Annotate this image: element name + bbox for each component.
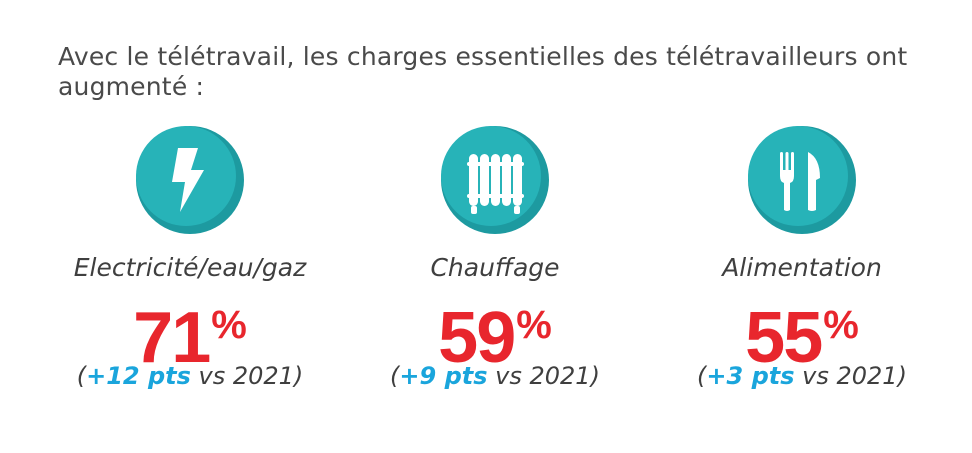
delta-text: (+12 pts vs 2021) bbox=[77, 362, 304, 390]
percent-sign: % bbox=[516, 303, 552, 347]
lightning-icon bbox=[136, 126, 244, 234]
delta-rest: vs 2021) bbox=[190, 362, 304, 390]
delta-open: ( bbox=[390, 362, 400, 390]
delta-open: ( bbox=[76, 362, 87, 390]
delta-pts: +3 pts bbox=[706, 362, 795, 390]
stat-heating: Chauffage 59% (+9 pts vs 2021) bbox=[345, 124, 645, 390]
percentage: 55% bbox=[745, 292, 859, 374]
delta-rest: vs 2021) bbox=[794, 362, 907, 390]
delta-pts: +9 pts bbox=[399, 362, 488, 390]
category-label: Chauffage bbox=[430, 253, 560, 282]
percent-sign: % bbox=[823, 303, 859, 347]
delta-text: (+3 pts vs 2021) bbox=[697, 362, 907, 390]
radiator-icon bbox=[441, 126, 549, 234]
headline: Avec le télétravail, les charges essenti… bbox=[58, 42, 908, 101]
category-label: Alimentation bbox=[722, 253, 882, 282]
percentage: 71% bbox=[133, 292, 247, 374]
percentage-value: 59 bbox=[438, 298, 516, 378]
fork-knife-icon bbox=[748, 126, 856, 234]
delta-pts: +12 pts bbox=[86, 362, 191, 390]
delta-text: (+9 pts vs 2021) bbox=[390, 362, 600, 390]
stat-electricity: Electricité/eau/gaz 71% (+12 pts vs 2021… bbox=[40, 124, 340, 390]
percent-sign: % bbox=[211, 303, 247, 347]
percentage-value: 71 bbox=[133, 298, 211, 378]
delta-rest: vs 2021) bbox=[487, 362, 600, 390]
percentage-value: 55 bbox=[745, 298, 823, 378]
percentage: 59% bbox=[438, 292, 552, 374]
delta-open: ( bbox=[697, 362, 707, 390]
stat-food: Alimentation 55% (+3 pts vs 2021) bbox=[652, 124, 952, 390]
category-label: Electricité/eau/gaz bbox=[73, 253, 307, 282]
